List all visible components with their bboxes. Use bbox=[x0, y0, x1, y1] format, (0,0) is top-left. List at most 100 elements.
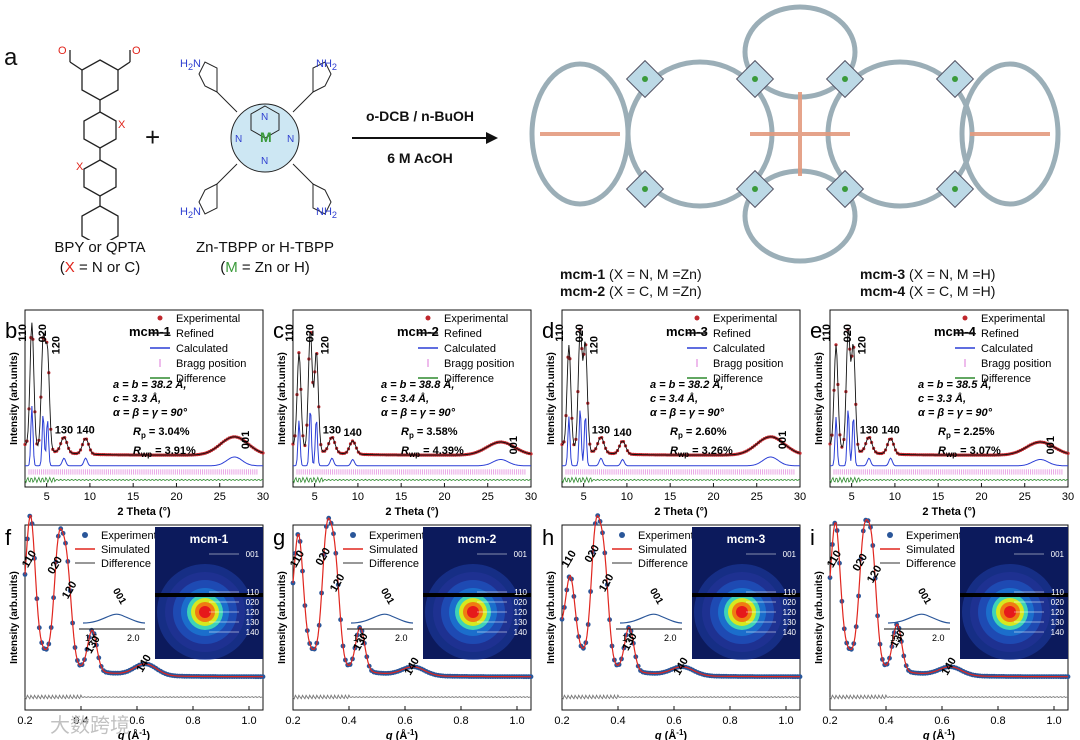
inset-curve bbox=[82, 613, 146, 624]
legend-marker bbox=[887, 532, 893, 538]
param-rwp: Rwp = 4.39% bbox=[401, 445, 464, 459]
param-angles: α = β = γ = 90° bbox=[381, 407, 456, 419]
chart-title: mcm-2 bbox=[397, 324, 439, 339]
x-tick-label: 20 bbox=[707, 491, 719, 503]
peak-label-120: 120 bbox=[856, 336, 868, 354]
x-tick-label: 0.8 bbox=[722, 715, 737, 727]
y-axis-label: Intensity (arb.units) bbox=[277, 352, 288, 445]
x-tick-label: 5 bbox=[581, 491, 587, 503]
x-tick-label: 20 bbox=[170, 491, 182, 503]
plot-frame bbox=[292, 309, 532, 488]
panel-label-h: h bbox=[542, 525, 554, 550]
peak-label-120: 120 bbox=[588, 336, 600, 354]
plot-frame bbox=[829, 309, 1069, 488]
difference-line bbox=[24, 476, 264, 484]
calculated-line bbox=[293, 412, 531, 467]
beamstop bbox=[155, 593, 263, 597]
legend-marker bbox=[619, 532, 625, 538]
x-tick-label: 0.4 bbox=[878, 715, 893, 727]
x-tick-label: 0.2 bbox=[822, 715, 837, 727]
peak-label-001: 001 bbox=[1045, 436, 1057, 454]
legend-label: Experimental bbox=[369, 530, 433, 542]
peak-label-130: 130 bbox=[55, 424, 73, 436]
x-tick-label: 10 bbox=[84, 491, 96, 503]
pattern-ring bbox=[736, 606, 748, 618]
x-tick-label: 10 bbox=[352, 491, 364, 503]
difference-line bbox=[829, 476, 1069, 484]
difference-line bbox=[561, 693, 801, 700]
legend-label: Experimental bbox=[638, 530, 702, 542]
pattern-label-120: 120 bbox=[1051, 608, 1065, 617]
product-mcm1: mcm-1 bbox=[560, 266, 606, 282]
refined-line bbox=[24, 322, 264, 456]
plot-frame bbox=[561, 309, 801, 488]
monomer2-name: Zn-TBPP or H-TBPP bbox=[195, 239, 335, 256]
x-tick-label: 25 bbox=[1019, 491, 1031, 503]
x-axis-label: q (Å-1) bbox=[118, 728, 151, 740]
monomer1-label: BPY or QPTA (X = N or C) bbox=[20, 238, 180, 278]
product-mcm2: mcm-2 bbox=[560, 283, 606, 299]
x-axis-label: 2 Theta (°) bbox=[117, 506, 171, 518]
pyrrole-n-3: N bbox=[261, 112, 268, 123]
refined-line bbox=[561, 328, 801, 456]
param-ab: a = b = 38.2 Å, bbox=[113, 378, 186, 391]
inset-001: 1.5 2.0 001 bbox=[884, 587, 951, 643]
inset-001: 1.5 2.0 001 bbox=[347, 587, 414, 643]
difference-line bbox=[292, 693, 532, 700]
legend-label: Bragg position bbox=[713, 358, 783, 370]
legend-label: Calculated bbox=[981, 343, 1033, 355]
pxrd-chart-e: e 5 10 15 20 25 30 2 Theta (°) Intensity (arb.un… bbox=[810, 309, 1074, 518]
peak-label-001: 001 bbox=[777, 431, 789, 449]
difference-line bbox=[829, 693, 1069, 700]
peak-label-140: 140 bbox=[402, 656, 422, 678]
product-label-left: mcm-1 (X = N, M =Zn) mcm-2 (X = C, M =Zn… bbox=[560, 266, 702, 299]
param-c: c = 3.3 Å, bbox=[113, 392, 161, 405]
saxs-chart-f: f 0.2 0.4 0.6 0.8 1.0 q (Å-1) Intensity (arb.un… bbox=[5, 513, 266, 740]
condition-acid: 6 M AcOH bbox=[387, 150, 453, 166]
legend-marker bbox=[962, 315, 968, 321]
param-ab: a = b = 38.5 Å, bbox=[918, 378, 991, 391]
pattern-label-140: 140 bbox=[1051, 628, 1065, 637]
beamstop bbox=[692, 593, 800, 597]
product-mcm3: mcm-3 bbox=[860, 266, 906, 282]
saxs-chart-g: g 0.2 0.4 0.6 0.8 1.0 q (Å-1) Intensity (arb.un… bbox=[273, 515, 534, 740]
legend-label: Difference bbox=[101, 558, 151, 570]
aldehyde-o-1: O bbox=[58, 45, 67, 57]
refined-line bbox=[292, 331, 532, 456]
amine-bottom-right: NH2 bbox=[316, 206, 337, 221]
aldehyde-o-2: O bbox=[132, 45, 141, 57]
legend-label: Experimental bbox=[444, 313, 508, 325]
product-label-right: mcm-3 (X = N, M =H) mcm-4 (X = C, M =H) bbox=[860, 266, 996, 299]
x-tick-label: 20 bbox=[438, 491, 450, 503]
param-rp: Rp = 2.25% bbox=[938, 426, 995, 440]
reaction-arrow bbox=[352, 132, 498, 144]
chart-title: mcm-4 bbox=[934, 324, 977, 339]
x-tick-label: 0.8 bbox=[185, 715, 200, 727]
y-axis-label: Intensity (arb.units) bbox=[814, 352, 825, 445]
inset-peak-label: 001 bbox=[915, 587, 933, 607]
panel-label-c: c bbox=[273, 318, 284, 343]
x-tick-label: 30 bbox=[1062, 491, 1074, 503]
param-rp: Rp = 2.60% bbox=[670, 426, 727, 440]
x-axis-label: 2 Theta (°) bbox=[385, 506, 439, 518]
legend-label: Simulated bbox=[906, 544, 955, 556]
condition-solvent: o-DCB / n-BuOH bbox=[365, 108, 475, 124]
legend-label: Calculated bbox=[444, 343, 496, 355]
param-rp: Rp = 3.04% bbox=[133, 426, 190, 440]
panel-label-b: b bbox=[5, 318, 17, 343]
x-tick-label: 20 bbox=[975, 491, 987, 503]
pattern-label-140: 140 bbox=[514, 628, 528, 637]
pattern-label-140: 140 bbox=[246, 628, 260, 637]
x-axis-label: q (Å-1) bbox=[655, 728, 688, 740]
x-tick-label: 15 bbox=[664, 491, 676, 503]
legend: Experimental Refined Calculated Bragg posit… bbox=[687, 313, 783, 385]
x-tick-label: 1.0 bbox=[241, 715, 256, 727]
simulated-line bbox=[561, 514, 800, 678]
pattern-label-130: 130 bbox=[246, 618, 260, 627]
difference-line bbox=[292, 476, 532, 484]
bragg-positions bbox=[296, 469, 526, 475]
legend-label: Difference bbox=[369, 558, 419, 570]
x-tick-label: 1.0 bbox=[509, 715, 524, 727]
legend-label: Bragg position bbox=[981, 358, 1051, 370]
